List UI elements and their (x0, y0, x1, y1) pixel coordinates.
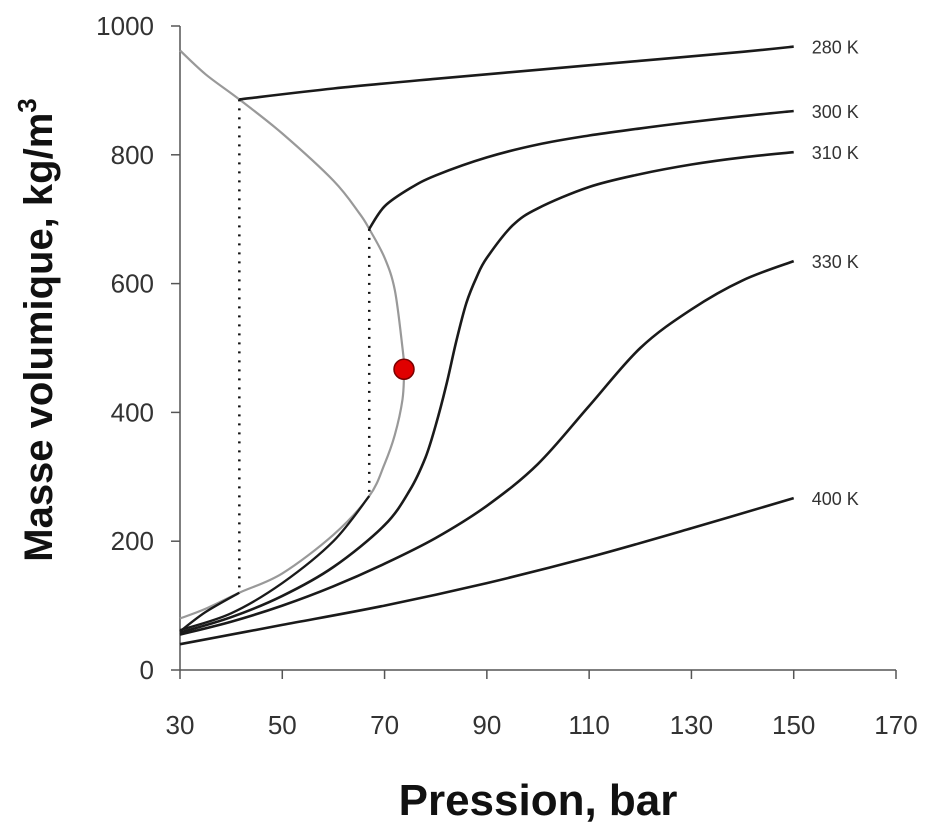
x-axis-ticks: 30 50 70 90 110 130 150 170 (166, 670, 918, 740)
critical-point (393, 358, 415, 381)
x-tick-label: 30 (166, 710, 195, 740)
x-tick-label: 70 (370, 710, 399, 740)
x-tick-label: 170 (874, 710, 917, 740)
series-label-300-k: 300 K (812, 102, 859, 122)
x-tick-label: 130 (670, 710, 713, 740)
saturation-curve-layer (179, 49, 406, 620)
isotherm-400-k (179, 496, 795, 646)
isotherm-330-k (179, 259, 795, 636)
isotherm-series-layer (179, 45, 795, 646)
isotherm-vapor-branch (179, 495, 371, 632)
series-label-280-k: 280 K (812, 38, 859, 58)
series-label-400-k: 400 K (812, 489, 859, 509)
x-tick-label: 90 (472, 710, 501, 740)
saturation-curve (179, 49, 406, 620)
y-axis-title-superscript: 3 (12, 98, 42, 112)
y-tick-label: 400 (111, 397, 154, 427)
x-tick-label: 110 (568, 710, 609, 740)
isotherm-280-k (239, 45, 794, 101)
y-tick-label: 800 (111, 140, 154, 170)
y-tick-label: 600 (111, 269, 154, 299)
y-axis-title-main: Masse volumique, kg/m (17, 113, 61, 562)
isotherm-300-k (368, 109, 794, 230)
critical-point-layer (393, 358, 415, 381)
y-tick-label: 1000 (96, 11, 154, 41)
tie-lines-layer (238, 99, 371, 593)
y-tick-label: 200 (111, 526, 154, 556)
series-label-310-k: 310 K (812, 143, 859, 163)
series-label-330-k: 330 K (812, 252, 859, 272)
y-axis-ticks: 0 200 400 600 800 1000 (96, 11, 180, 685)
y-axis-title: Masse volumique, kg/m3 (12, 98, 61, 562)
x-tick-label: 150 (772, 710, 815, 740)
x-tick-label: 50 (268, 710, 297, 740)
isotherm-labels-layer: 280 K 300 K 310 K 330 K 400 K (812, 38, 859, 509)
x-axis-title: Pression, bar (399, 776, 678, 825)
isotherm-310-k (179, 150, 794, 634)
plot-frame (179, 26, 896, 671)
isotherm-vapor-branch (179, 591, 240, 633)
y-tick-label: 0 (140, 655, 154, 685)
